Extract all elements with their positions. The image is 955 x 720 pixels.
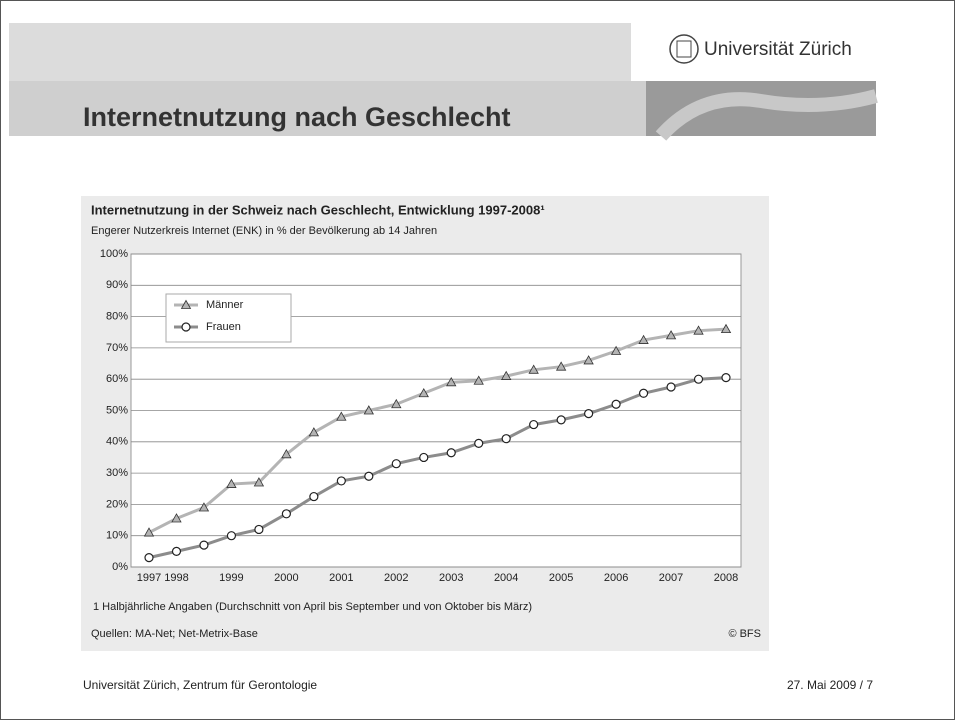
marker [420,453,428,461]
y-tick-label: 90% [106,279,128,291]
marker [612,400,620,408]
x-tick-label: 2004 [494,572,518,584]
marker [255,525,263,533]
y-tick-label: 60% [106,373,128,385]
y-tick-label: 0% [112,561,128,573]
chart-credit: © BFS [728,628,761,640]
marker [172,547,180,555]
slide-title: Internetnutzung nach Geschlecht [83,102,511,132]
x-tick-label: 1999 [219,572,243,584]
chart-footnote: 1 Halbjährliche Angaben (Durchschnitt vo… [93,601,532,613]
slide: Universität Zürich Internetnutzung nach … [0,0,955,720]
y-tick-label: 70% [106,342,128,354]
marker [365,472,373,480]
legend-label: Frauen [206,321,241,333]
marker [227,532,235,540]
x-tick-label: 2003 [439,572,463,584]
chart-source: Quellen: MA-Net; Net-Metrix-Base [91,628,258,640]
marker [667,383,675,391]
marker [475,439,483,447]
chart-subtitle: Engerer Nutzerkreis Internet (ENK) in % … [91,225,437,237]
x-tick-label: 2002 [384,572,408,584]
footer-left: Universität Zürich, Zentrum für Gerontol… [83,678,317,692]
x-tick-label: 2000 [274,572,298,584]
y-tick-label: 20% [106,498,128,510]
marker [310,493,318,501]
header-top [9,23,631,81]
x-tick-label: 2001 [329,572,353,584]
marker [530,421,538,429]
chart-title: Internetnutzung in der Schweiz nach Gesc… [91,202,545,217]
marker [502,435,510,443]
y-tick-label: 30% [106,467,128,479]
x-tick-label: 2005 [549,572,573,584]
marker [695,375,703,383]
y-tick-label: 80% [106,311,128,323]
marker [200,541,208,549]
logo-text: Universität Zürich [704,39,852,60]
marker [722,374,730,382]
y-tick-label: 50% [106,404,128,416]
footer-right: 27. Mai 2009 / 7 [787,678,873,692]
x-tick-label: 1997 [137,572,161,584]
legend-label: Männer [206,299,244,311]
y-tick-label: 100% [100,248,128,260]
slide-canvas: Universität Zürich Internetnutzung nach … [1,1,954,719]
marker [337,477,345,485]
x-tick-label: 2006 [604,572,628,584]
marker [557,416,565,424]
x-tick-label: 2007 [659,572,683,584]
marker [182,323,190,331]
marker [585,410,593,418]
x-tick-label: 2008 [714,572,738,584]
y-tick-label: 10% [106,530,128,542]
marker [640,389,648,397]
marker [145,554,153,562]
x-tick-label: 1998 [164,572,188,584]
marker [392,460,400,468]
marker [447,449,455,457]
marker [282,510,290,518]
y-tick-label: 40% [106,436,128,448]
